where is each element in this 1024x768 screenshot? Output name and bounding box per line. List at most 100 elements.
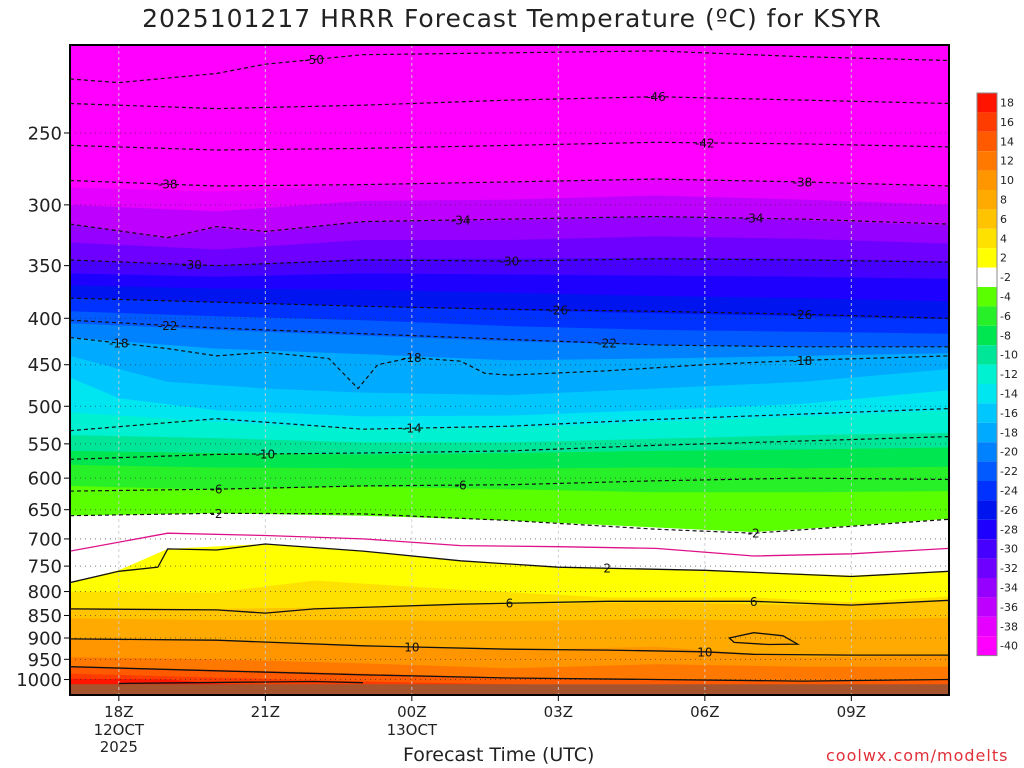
isotherm-0 (70, 532, 949, 557)
isotherm--34 (70, 215, 949, 239)
colorbar-swatch (977, 364, 997, 384)
colorbar-label: 6 (1000, 213, 1007, 226)
colorbar-swatch (977, 578, 997, 598)
colorbar-label: -6 (1000, 310, 1011, 323)
isotherm-contours: -50-46-42-38 -38-34 -34-30 -30-26 -26-22-22-… (70, 50, 949, 685)
colorbar-label: 18 (1000, 97, 1014, 110)
y-tick-label: 400 (28, 309, 62, 330)
isotherm-label: 2 (603, 562, 611, 576)
isotherm-label: -2 (748, 527, 760, 541)
colorbar-label: -22 (1000, 465, 1018, 478)
x-tick-label: 00Z (397, 703, 426, 721)
colorbar-label: 10 (1000, 174, 1014, 187)
isotherm-2 (70, 543, 949, 584)
y-tick-label: 750 (28, 557, 62, 578)
colorbar-swatch (977, 131, 997, 152)
colorbar-label: -28 (1000, 523, 1018, 536)
isotherm-label: -26 (793, 308, 813, 322)
colorbar-swatch (977, 209, 997, 229)
y-tick-label: 550 (28, 434, 62, 455)
isotherm-label: -10 (256, 447, 276, 461)
colorbar-swatch (977, 539, 997, 559)
grid (70, 45, 949, 695)
colorbar-label: -36 (1000, 601, 1018, 614)
colorbar-label: -34 (1000, 582, 1018, 595)
colorbar-label: -40 (1000, 640, 1018, 653)
plot-frame (69, 44, 950, 696)
colorbar-swatch (977, 325, 997, 346)
colorbar-label: -24 (1000, 485, 1018, 498)
x-tick-sublabel: 12OCT (94, 721, 145, 739)
isotherm-label: -46 (646, 90, 666, 104)
isotherm-label: -42 (695, 136, 715, 150)
x-tick-label: 06Z (690, 703, 719, 721)
isotherm-label: -22 (158, 319, 178, 333)
colorbar-swatch (977, 170, 997, 190)
colorbar-swatch (977, 267, 997, 287)
x-tick-label: 09Z (837, 703, 866, 721)
colorbar-label: -12 (1000, 368, 1018, 381)
isotherm-label: -26 (549, 303, 569, 317)
colorbar-swatch (977, 93, 997, 113)
colorbar-label: -16 (1000, 407, 1018, 420)
chart-title: 2025101217 HRRR Forecast Temperature (ºC… (142, 4, 882, 33)
colorbar-swatch (977, 287, 997, 307)
x-axis-title: Forecast Time (UTC) (403, 744, 595, 766)
colorbar-swatch (977, 500, 997, 520)
y-tick-label: 450 (28, 355, 62, 376)
y-tick-label: 700 (28, 529, 62, 550)
isotherm-label: 6 (506, 597, 514, 611)
colorbar-label: 16 (1000, 116, 1014, 129)
isotherm-label: -2 (211, 507, 223, 521)
isotherm-18 (118, 680, 364, 685)
colorbar-swatch (977, 422, 997, 443)
colorbar-label: -14 (1000, 388, 1018, 401)
isotherm-label: -38 (158, 178, 178, 192)
colorbar-label: -18 (1000, 426, 1018, 439)
colorbar-swatch (977, 616, 997, 637)
isotherm-14 (70, 666, 949, 682)
isotherm-label: -6 (455, 479, 467, 493)
y-tick-label: 500 (28, 397, 62, 418)
isotherm-label: -18 (402, 351, 422, 365)
y-tick-label: 950 (28, 650, 62, 671)
y-tick-label: 900 (28, 628, 62, 649)
isotherm-label: -22 (597, 337, 617, 351)
colorbar-swatch (977, 442, 997, 462)
ground-area (70, 684, 949, 695)
isotherm-label: -34 (451, 213, 471, 227)
isotherm-label: -34 (744, 212, 764, 226)
colorbar-swatch (977, 112, 997, 132)
isotherm--2 (70, 512, 949, 534)
colorbar-label: -26 (1000, 504, 1018, 517)
isotherm-label: 10 (697, 645, 712, 659)
colorbar-label: -32 (1000, 562, 1018, 575)
colorbar-swatch (977, 519, 997, 540)
colorbar-label: -8 (1000, 329, 1011, 342)
x-tick-label: 18Z (104, 703, 133, 721)
colorbar-label: -38 (1000, 620, 1018, 633)
isotherm-label: -14 (402, 422, 422, 436)
x-tick-label: 03Z (544, 703, 573, 721)
colorbar-label: -2 (1000, 271, 1011, 284)
isotherm-6 (70, 599, 949, 614)
colorbar-swatch (977, 151, 997, 171)
y-tick-label: 300 (28, 195, 62, 216)
colorbar-swatch (977, 597, 997, 617)
isotherm-label: 6 (750, 595, 758, 609)
colorbar-swatch (977, 384, 997, 404)
isotherm--50 (70, 50, 949, 84)
x-tick-label: 21Z (251, 703, 280, 721)
y-tick-label: 850 (28, 606, 62, 627)
temperature-bands (70, 45, 949, 695)
colorbar-label: 2 (1000, 252, 1007, 265)
isotherm-10 (70, 638, 949, 656)
colorbar-swatch (977, 306, 997, 326)
isotherm-label: -6 (211, 483, 223, 497)
isotherm-label: -50 (304, 53, 324, 67)
colorbar-swatch (977, 345, 997, 365)
colorbar-swatch (977, 558, 997, 578)
site-credit: coolwx.com/modelts (826, 746, 1009, 765)
